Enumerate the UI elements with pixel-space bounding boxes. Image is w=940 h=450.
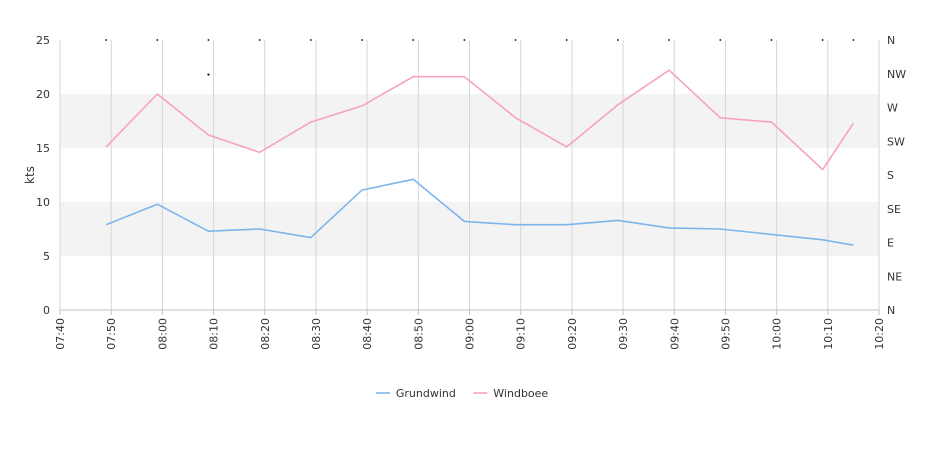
x-tick-label: 09:00 <box>464 318 477 350</box>
x-tick-label: 10:10 <box>822 318 835 350</box>
direction-marker <box>770 39 773 41</box>
direction-marker <box>412 39 415 41</box>
y2-tick-label: W <box>887 102 898 115</box>
direction-marker <box>156 39 159 41</box>
direction-marker <box>463 39 466 41</box>
x-tick-label: 09:10 <box>515 318 528 350</box>
x-tick-label: 10:20 <box>873 318 886 350</box>
direction-marker <box>668 39 671 41</box>
direction-marker <box>719 39 722 41</box>
direction-marker <box>258 39 261 41</box>
x-tick-label: 07:40 <box>54 318 67 350</box>
direction-marker <box>105 39 107 41</box>
y2-tick-label: NW <box>887 68 906 81</box>
direction-marker <box>207 73 210 76</box>
y2-tick-label: SE <box>887 203 901 216</box>
legend-item-grundwind: Grundwind <box>396 387 456 400</box>
x-tick-label: 07:50 <box>105 318 118 350</box>
x-tick-label: 09:40 <box>668 318 681 350</box>
direction-marker <box>514 39 517 41</box>
legend-item-windboee: Windboee <box>493 387 548 400</box>
y-axis-ticks: 0 5 10 15 20 25 <box>36 34 50 317</box>
x-tick-label: 09:50 <box>719 318 732 350</box>
direction-marker <box>309 39 312 41</box>
y2-axis-ticks: N NE E SE S SW W NW N <box>887 34 906 317</box>
y-tick-label: 10 <box>36 196 50 209</box>
direction-markers <box>105 39 855 76</box>
y-tick-label: 25 <box>36 34 50 47</box>
direction-marker <box>852 39 855 41</box>
direction-marker <box>565 39 568 41</box>
x-tick-label: 08:10 <box>208 318 221 350</box>
y2-tick-label: SW <box>887 135 905 148</box>
direction-marker <box>617 39 619 41</box>
x-tick-label: 08:40 <box>361 318 374 350</box>
x-tick-label: 08:20 <box>259 318 272 350</box>
x-tick-label: 08:50 <box>412 318 425 350</box>
y2-tick-label: NE <box>887 270 902 283</box>
series-line-grundwind <box>105 178 854 246</box>
x-tick-label: 08:30 <box>310 318 323 350</box>
y-tick-label: 20 <box>36 88 50 101</box>
x-axis-ticks: 07:40 07:50 08:00 08:10 08:20 08:30 08:40 08:50… <box>54 318 886 350</box>
y-tick-label: 5 <box>43 250 50 263</box>
y2-tick-label: N <box>887 304 895 317</box>
axes <box>59 40 880 311</box>
x-tick-label: 09:30 <box>617 318 630 350</box>
x-tick-label: 09:20 <box>566 318 579 350</box>
y-tick-label: 0 <box>43 304 50 317</box>
direction-marker <box>821 39 824 41</box>
direction-marker <box>361 39 363 41</box>
legend: Grundwind Windboee <box>375 387 548 400</box>
series-line-windboee <box>105 69 855 171</box>
y2-tick-label: E <box>887 237 894 250</box>
y2-tick-label: N <box>887 34 895 47</box>
x-tick-label: 08:00 <box>156 318 169 350</box>
x-tick-label: 10:00 <box>771 318 784 350</box>
y-axis-label: kts <box>23 166 37 184</box>
y-tick-label: 15 <box>36 142 50 155</box>
series-lines <box>105 69 855 246</box>
y2-tick-label: S <box>887 169 894 182</box>
direction-marker <box>207 39 210 41</box>
